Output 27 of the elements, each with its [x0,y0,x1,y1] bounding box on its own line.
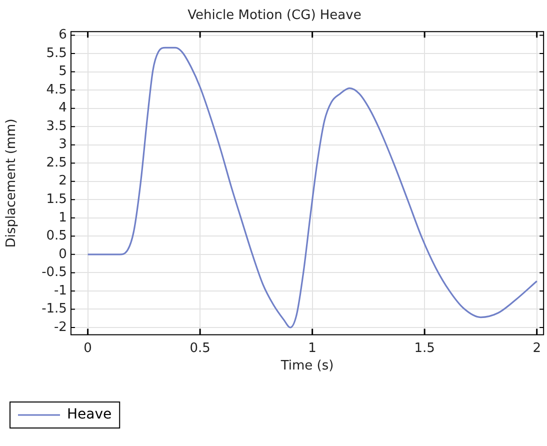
y-tick-label: -1 [54,283,67,298]
y-tick-label: 1.5 [46,192,67,208]
x-tick-label: 0 [84,340,92,356]
x-tick-label: 1.5 [414,340,435,356]
y-tick-label: 1 [58,210,67,226]
x-tick-label: 0.5 [190,340,210,356]
y-tick-label: -2 [54,320,67,335]
y-tick-label: 3.5 [46,118,67,134]
y-tick-label: 3 [58,137,67,152]
y-tick-label: 2 [58,174,67,189]
y-tick-label: -1.5 [42,302,67,317]
y-axis-title: Displacement (mm) [4,118,20,248]
y-tick-label: 4 [58,100,67,116]
y-tick-label: 6 [58,28,67,43]
y-tick-label: -0.5 [42,265,67,280]
y-tick-label: 0.5 [46,228,67,244]
x-tick-label: 2 [532,340,541,356]
y-tick-label: 5 [58,64,67,80]
x-tick-label: 1 [308,340,316,356]
y-tick-label: 5.5 [46,46,67,61]
chart-title: Vehicle Motion (CG) Heave [188,8,362,24]
y-tick-label: 0 [58,246,67,262]
legend-label: Heave [67,406,112,423]
y-tick-label: 2.5 [46,155,67,170]
x-axis-title: Time (s) [280,358,334,374]
y-tick-label: 4.5 [46,82,67,98]
line-series [87,46,538,328]
